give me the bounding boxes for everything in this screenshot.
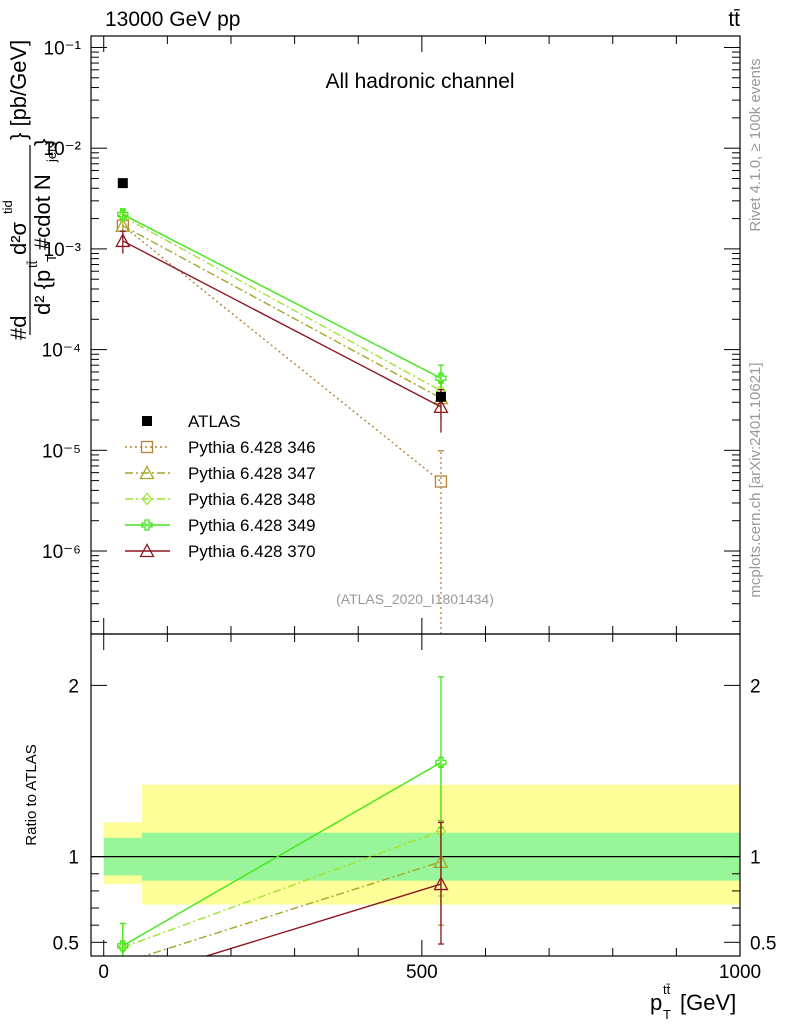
- legend-marker: [141, 492, 153, 506]
- atlas-point: [117, 178, 128, 189]
- xlabel-sup: tt̄: [663, 982, 671, 997]
- ratio-series-1: [123, 963, 441, 1004]
- xlabel-sub: T: [663, 1007, 671, 1022]
- xlabel-main: p: [650, 990, 662, 1015]
- ratio-series-4: [117, 676, 447, 956]
- ylabel-denominator-end: }: [30, 139, 55, 146]
- ratio-y-tick-label: 0.5: [53, 933, 79, 954]
- ratio-line-1: [123, 963, 441, 1004]
- x-axis-label: p tt̄ T [GeV]: [650, 982, 736, 1022]
- legend-marker: [139, 543, 155, 558]
- ratio-series-5: [204, 821, 449, 956]
- series-line-2: [122, 225, 442, 399]
- ratio-plot-frame: [90, 633, 741, 957]
- main-y-axis-label: #d d²σ tid d² {p tt̄ T #cdot N jets } } …: [0, 40, 59, 340]
- ratio-line-4: [122, 761, 442, 947]
- mcplots-label: mcplots.cern.ch [arXiv:2401.10621]: [747, 362, 764, 597]
- ratio-y-tick-label-right: 0.5: [750, 933, 776, 954]
- legend-atlas-label: ATLAS: [188, 412, 241, 431]
- legend-label: Pythia 6.428 349: [188, 516, 316, 535]
- process-label: tt̄: [728, 8, 740, 31]
- legend-label: Pythia 6.428 346: [188, 438, 316, 457]
- energy-label: 13000 GeV pp: [105, 8, 240, 31]
- ratio-panel: 0.5 0.5 1 1 2 2 0 500 1000 Ratio to ATLAS p tt̄ …: [23, 633, 776, 1022]
- data-point: [434, 475, 448, 488]
- ylabel-units: } [pb/GeV]: [6, 40, 31, 140]
- ratio-point: [433, 876, 449, 891]
- y-tick-label: 10⁻⁴: [42, 341, 81, 362]
- ratio-line-5: [204, 883, 442, 956]
- analysis-label: (ATLAS_2020_I1801434): [336, 591, 494, 607]
- legend-marker: [139, 465, 155, 480]
- legend-marker: [141, 519, 153, 531]
- legend: ATLAS Pythia 6.428 346 Pythia 6.428 347 Pyt…: [125, 412, 316, 561]
- y-tick-label: 10⁻¹: [44, 38, 82, 59]
- rivet-label: Rivet 4.1.0, ≥ 100k events: [747, 58, 764, 231]
- ylabel-denominator-sub2: jets: [44, 141, 59, 163]
- legend-marker: [140, 440, 154, 454]
- series-line-5: [122, 240, 442, 408]
- ylabel-denominator-sup: tt̄: [25, 260, 40, 268]
- atlas-point: [435, 391, 446, 402]
- data-point: [115, 233, 131, 248]
- ylabel-denominator-sub: T: [44, 254, 59, 262]
- x-tick-label: 1000: [719, 962, 761, 983]
- data-point: [117, 209, 129, 223]
- xlabel-units: [GeV]: [680, 990, 736, 1015]
- series-line-4: [122, 213, 442, 379]
- y-tick-label: 10⁻²: [44, 139, 82, 160]
- series-line-1: [122, 225, 442, 483]
- data-point: [435, 372, 447, 384]
- y-tick-label: 10⁻⁶: [42, 542, 81, 563]
- ratio-uncertainty-bands: [103, 784, 740, 905]
- legend-label: Pythia 6.428 370: [188, 542, 316, 561]
- data-point: [433, 399, 449, 414]
- legend-atlas-marker: [142, 416, 152, 426]
- ylabel-denominator: d² {p: [30, 270, 55, 315]
- ylabel-numerator: d²σ: [6, 221, 31, 255]
- ratio-y-tick-label-right: 2: [750, 676, 761, 697]
- series-line-3: [122, 215, 442, 392]
- ratio-point: [117, 940, 129, 952]
- ratio-point: [435, 756, 447, 769]
- ratio-y-tick-label: 1: [68, 848, 79, 869]
- main-panel: #d d²σ tid d² {p tt̄ T #cdot N jets } } …: [0, 35, 741, 635]
- legend-label: Pythia 6.428 348: [188, 490, 316, 509]
- legend-label: Pythia 6.428 347: [188, 464, 316, 483]
- ylabel-prefix: #d: [6, 316, 31, 340]
- chart-title: All hadronic channel: [325, 70, 514, 93]
- ratio-y-axis-label: Ratio to ATLAS: [23, 744, 40, 845]
- series-1: [116, 219, 448, 634]
- x-tick-label: 500: [406, 962, 438, 983]
- ratio-y-tick-label-right: 1: [750, 848, 761, 869]
- series-4: [117, 208, 447, 394]
- series-5: [115, 230, 449, 433]
- ylabel-numerator-sup: tid: [0, 200, 15, 214]
- y-tick-label: 10⁻⁵: [42, 441, 81, 462]
- data-point: [117, 208, 129, 221]
- series-2: [115, 217, 449, 420]
- ylabel-denominator-mid: #cdot N: [30, 174, 55, 250]
- ratio-y-tick-label: 2: [68, 676, 79, 697]
- ratio-line-2: [142, 861, 442, 956]
- x-tick-label: 0: [98, 962, 109, 983]
- y-tick-label: 10⁻³: [44, 240, 82, 261]
